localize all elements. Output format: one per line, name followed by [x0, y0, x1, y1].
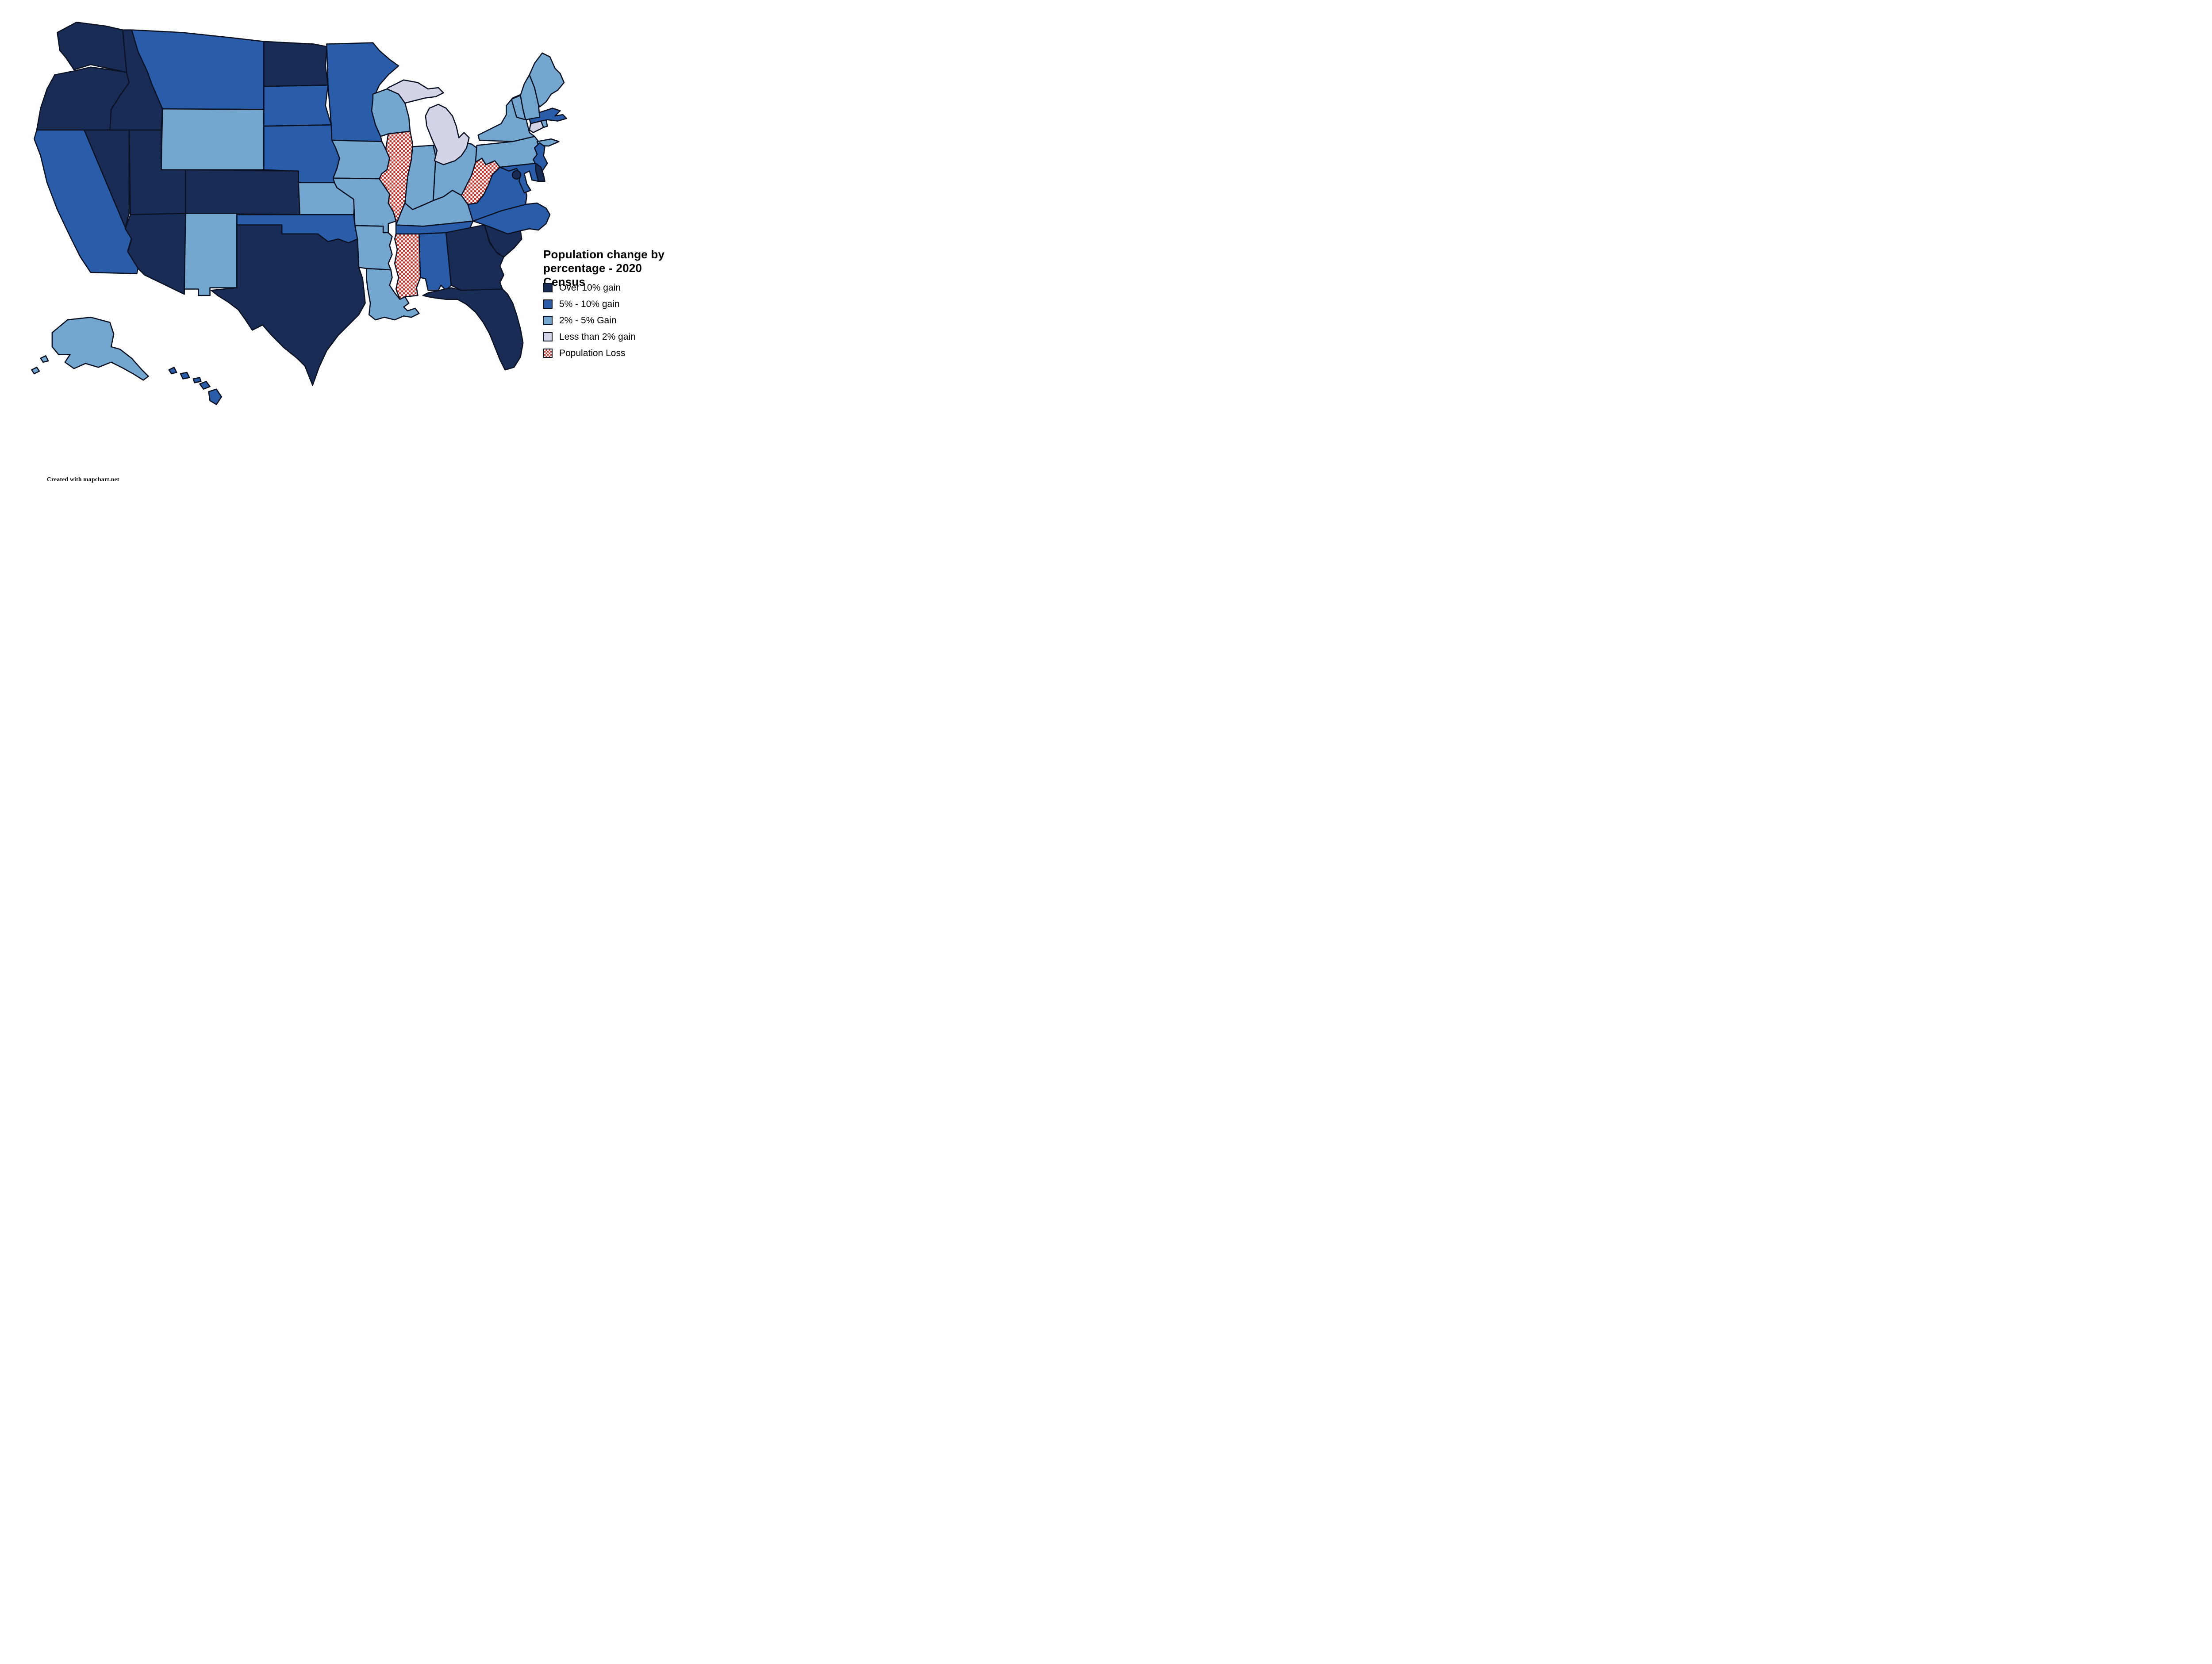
us-choropleth-map: WashingtonOregonCaliforniaNevadaIdahoMon… — [31, 21, 568, 405]
legend-item-2-5-gain: 2% - 5% Gain — [543, 312, 636, 329]
legend-swatch-population-loss — [543, 349, 553, 358]
state-mi[interactable]: Michigan — [386, 79, 470, 165]
legend-label-lessthan2-gain: Less than 2% gain — [559, 331, 636, 342]
state-dc[interactable]: District of Columbia — [511, 170, 522, 180]
state-la[interactable]: Louisiana — [366, 268, 420, 321]
attribution: Created with mapchart.net — [47, 476, 119, 483]
state-co[interactable]: Colorado — [185, 169, 300, 215]
state-fl[interactable]: Florida — [422, 287, 524, 371]
state-me[interactable]: Maine — [529, 52, 565, 108]
legend-label-5-10-gain: 5% - 10% gain — [559, 299, 620, 309]
map-title-line2: percentage - 2020 Census — [543, 261, 642, 289]
state-ma[interactable]: Massachusetts — [527, 107, 568, 124]
state-nm[interactable]: New Mexico — [184, 213, 238, 296]
legend-item-population-loss: Population Loss — [543, 345, 636, 361]
state-sd[interactable]: South Dakota — [263, 84, 332, 127]
state-az[interactable]: Arizona — [124, 213, 186, 295]
legend-item-over10-gain: Over 10% gain — [543, 280, 636, 296]
state-ia[interactable]: Iowa — [331, 139, 390, 180]
legend: Over 10% gain 5% - 10% gain 2% - 5% Gain… — [543, 280, 636, 361]
state-nc[interactable]: North Carolina — [472, 202, 551, 235]
map-title-line1: Population change by — [543, 248, 665, 261]
legend-item-5-10-gain: 5% - 10% gain — [543, 296, 636, 312]
state-wa[interactable]: Washington — [57, 21, 127, 73]
legend-item-lessthan2-gain: Less than 2% gain — [543, 329, 636, 345]
legend-swatch-lessthan2-gain — [543, 332, 553, 341]
state-hi[interactable]: Hawaii — [168, 367, 223, 405]
legend-swatch-5-10-gain — [543, 299, 553, 309]
page: WashingtonOregonCaliforniaNevadaIdahoMon… — [0, 0, 684, 487]
legend-label-2-5-gain: 2% - 5% Gain — [559, 315, 617, 326]
state-ms[interactable]: Mississippi — [394, 233, 421, 300]
states-layer: WashingtonOregonCaliforniaNevadaIdahoMon… — [31, 21, 568, 405]
legend-label-over10-gain: Over 10% gain — [559, 282, 621, 293]
legend-swatch-over10-gain — [543, 283, 553, 292]
state-tx[interactable]: Texas — [211, 224, 366, 386]
legend-label-population-loss: Population Loss — [559, 348, 626, 358]
state-ar[interactable]: Arkansas — [354, 225, 393, 271]
map-title: Population change by percentage - 2020 C… — [543, 248, 680, 289]
state-wy[interactable]: Wyoming — [161, 108, 265, 171]
state-ak[interactable]: Alaska — [31, 316, 149, 381]
legend-swatch-2-5-gain — [543, 316, 553, 325]
state-nd[interactable]: North Dakota — [263, 41, 329, 87]
state-in[interactable]: Indiana — [404, 145, 437, 211]
